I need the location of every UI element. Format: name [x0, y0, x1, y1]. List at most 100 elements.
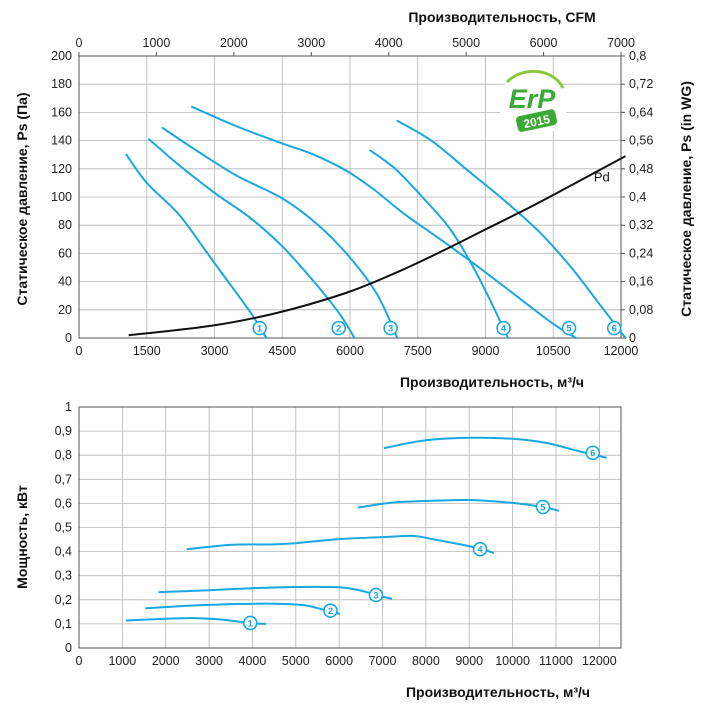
y-tick-label: 160	[51, 105, 72, 119]
x-tick-label: 11000	[539, 654, 573, 668]
y-tick-label: 60	[58, 246, 72, 260]
curve-label-badge-4: 4	[496, 320, 511, 336]
curve-label-circle	[535, 499, 551, 515]
x-tick-label: 10500	[536, 344, 571, 358]
y2-tick-label: 0,56	[629, 134, 653, 148]
x-tick-label: 10000	[495, 654, 530, 668]
x-tick-label: 4000	[239, 654, 267, 668]
y2-tick-label: 0	[629, 331, 636, 345]
x-tick-label: 9000	[455, 654, 483, 668]
x2-tick-label: 1000	[143, 36, 171, 50]
curve-label-text: 5	[566, 324, 572, 335]
curve-label-text: 4	[501, 324, 507, 335]
series-line-6	[383, 436, 607, 459]
x2-tick-label: 4000	[375, 36, 403, 50]
curve-label-circle	[383, 320, 398, 336]
y2-tick-label: 0,8	[629, 49, 646, 63]
erp-2015-logo: ErP 2015	[499, 69, 567, 138]
y-tick-label: 80	[58, 218, 72, 232]
series-line-3	[158, 585, 393, 600]
y-tick-label: 0,8	[55, 448, 72, 462]
y-tick-label: 0,4	[55, 545, 72, 559]
top-y-axis-title: Статическое давление, Ps (Па)	[14, 92, 30, 305]
series-line-3	[161, 126, 399, 339]
curve-label-text: 2	[328, 606, 333, 617]
power-chart: 0 1000 2000 3000 4000 5000 6000 7000 8000 9000 100…	[55, 400, 622, 668]
curve-label-circle	[585, 445, 601, 461]
bottom-x-axis-title: Производительность, м³/ч	[406, 684, 590, 700]
series-line-5	[357, 498, 560, 512]
curve-label-badge-3: 3	[383, 320, 398, 336]
bottom-y-axis-title: Мощность, кВт	[14, 485, 30, 589]
y2-tick-label: 0,72	[629, 77, 653, 91]
curve-label-badge-4: 4	[472, 541, 488, 557]
series-line-1	[125, 153, 268, 339]
y-tick-label: 0	[65, 331, 72, 345]
curve-label-badge-6: 6	[585, 445, 601, 461]
curve-label-text: 1	[257, 324, 263, 335]
curve-label-text: 2	[336, 324, 341, 335]
x2-tick-label: 6000	[530, 36, 558, 50]
y-tick-label: 0,1	[55, 617, 72, 631]
curve-label-text: 5	[540, 502, 546, 513]
erp-logo-text: ErP	[509, 84, 557, 114]
curve-label-badge-1: 1	[242, 615, 258, 631]
y-tick-label: 100	[51, 190, 72, 204]
x-tick-label: 1000	[108, 654, 136, 668]
x-tick-label: 9000	[472, 344, 500, 358]
curve-label-circle	[561, 320, 577, 336]
y-tick-label: 0,7	[55, 472, 72, 486]
curve-label-text: 6	[590, 448, 595, 459]
pressure-chart: 0 1500 3000 4500 6000 7500 9000 10500 1200002040…	[51, 36, 653, 358]
curve-label-text: 3	[388, 324, 393, 335]
x-tick-label: 7000	[369, 654, 397, 668]
series-line-5	[190, 105, 577, 339]
y2-tick-label: 0,16	[629, 275, 653, 289]
curve-label-text: 6	[612, 324, 617, 335]
x-tick-label: 1500	[133, 344, 161, 358]
curve-label-text: 1	[248, 618, 254, 629]
curve-label-circle	[252, 320, 267, 336]
curve-label-text: 3	[373, 590, 378, 601]
x2-tick-label: 2000	[220, 36, 248, 50]
y-tick-label: 0,6	[55, 496, 72, 510]
plot-frame	[78, 55, 622, 339]
top-x-axis-title: Производительность, м³/ч	[400, 374, 584, 390]
pd-curve-label: Pd	[594, 169, 610, 184]
curve-label-circle	[331, 320, 347, 336]
y-tick-label: 200	[51, 49, 72, 63]
x-tick-label: 8000	[412, 654, 440, 668]
curve-label-badge-5: 5	[561, 320, 577, 336]
curve-label-badge-6: 6	[606, 320, 622, 336]
y-tick-label: 40	[58, 275, 72, 289]
curve-label-circle	[472, 541, 488, 557]
erp-logo-year: 2015	[522, 112, 551, 131]
x2-tick-label: 0	[76, 36, 83, 50]
x-tick-label: 7500	[404, 344, 432, 358]
y2-tick-label: 0,32	[629, 218, 653, 232]
series-line-6	[396, 119, 627, 339]
y-tick-label: 1	[65, 400, 72, 414]
x-tick-label: 5000	[282, 654, 310, 668]
series-line-4	[186, 534, 495, 554]
y-tick-label: 140	[51, 134, 72, 148]
series-line-2	[145, 602, 341, 615]
plot-frame	[78, 406, 622, 649]
curve-label-circle	[323, 603, 338, 618]
curve-label-badge-2: 2	[323, 603, 338, 618]
x-tick-label: 6000	[336, 344, 364, 358]
y-tick-label: 120	[51, 162, 72, 176]
x-tick-label: 12000	[604, 344, 639, 358]
x2-tick-label: 5000	[452, 36, 480, 50]
y-tick-label: 0,9	[55, 424, 72, 438]
x-tick-label: 3000	[201, 344, 229, 358]
y2-tick-label: 0,64	[629, 105, 653, 119]
curve-label-text: 4	[477, 545, 483, 556]
x2-tick-label: 3000	[297, 36, 325, 50]
y-tick-label: 180	[51, 77, 72, 91]
y-tick-label: 0	[65, 641, 72, 655]
x2-tick-label: 7000	[607, 36, 635, 50]
y2-tick-label: 0,48	[629, 162, 653, 176]
y2-tick-label: 0,24	[629, 246, 653, 260]
